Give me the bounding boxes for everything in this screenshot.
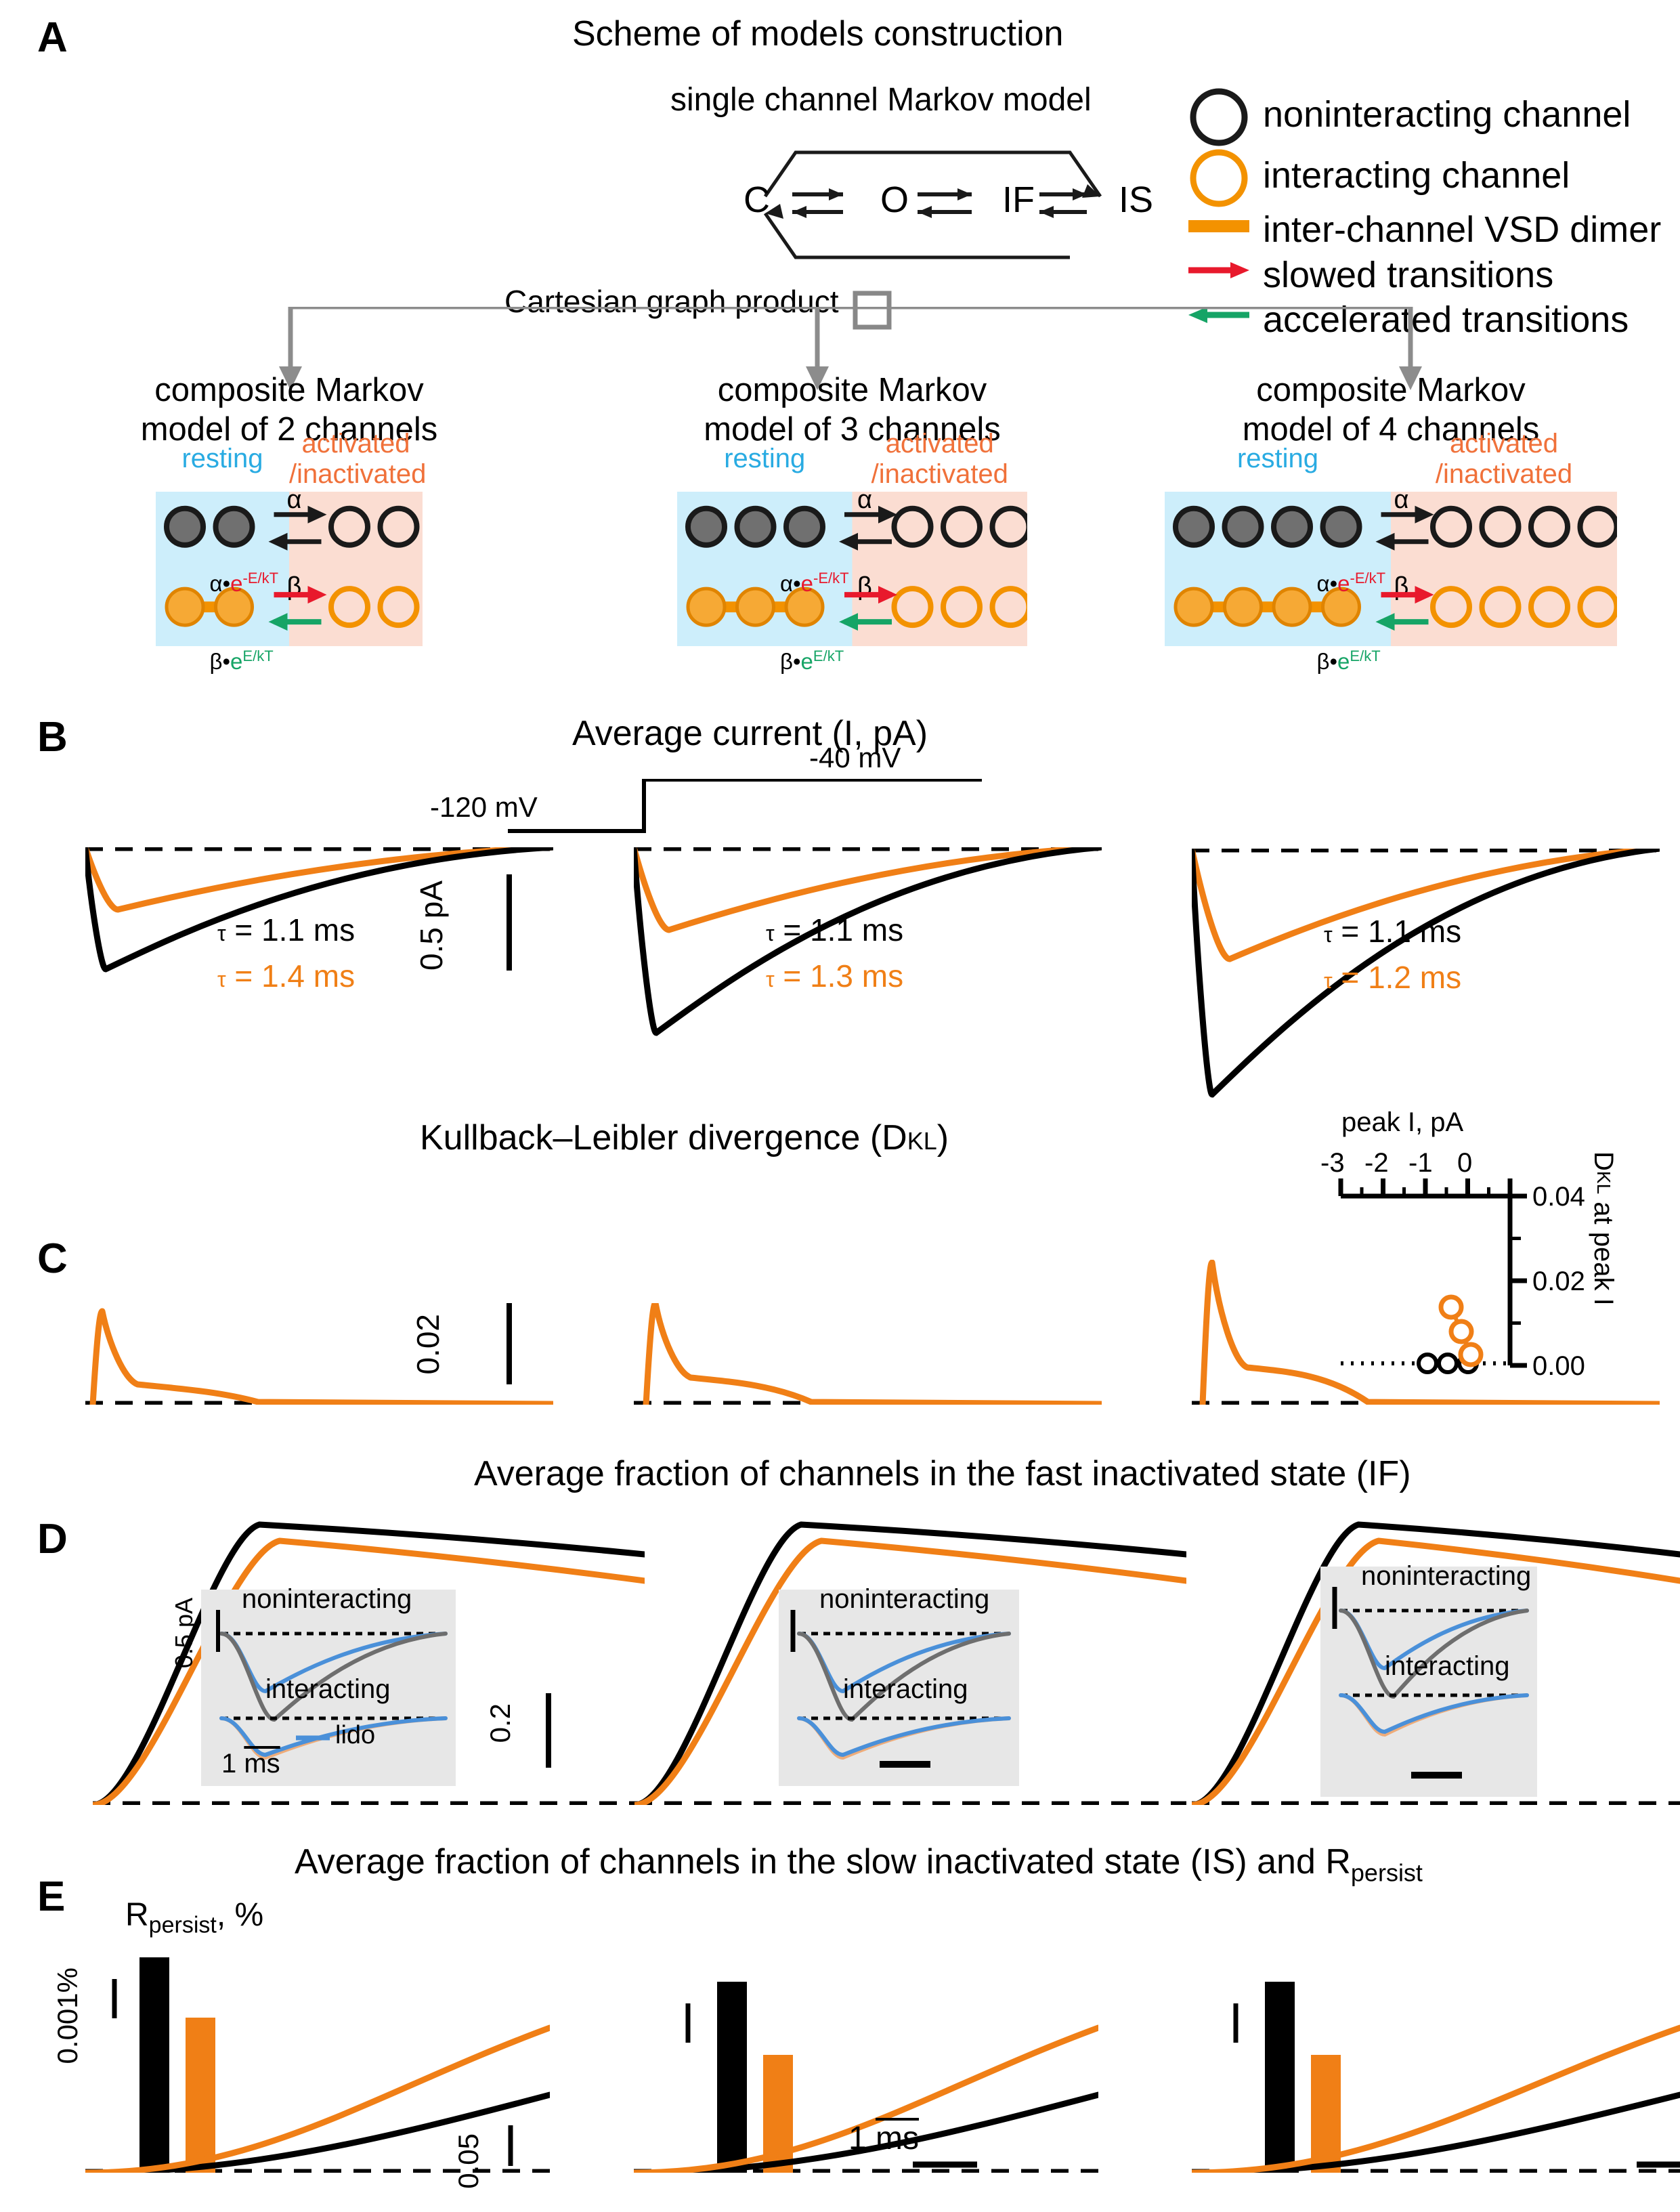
svg-text:-2: -2 xyxy=(1364,1151,1389,1178)
svg-text:C: C xyxy=(744,179,770,220)
svg-text:α: α xyxy=(857,492,872,514)
svg-text:0: 0 xyxy=(1457,1151,1472,1178)
svg-text:O: O xyxy=(880,179,909,220)
svg-text:IS: IS xyxy=(1119,179,1153,220)
svg-text:0.00: 0.00 xyxy=(1532,1351,1585,1381)
svg-text:α: α xyxy=(287,492,302,514)
svg-text:-3: -3 xyxy=(1320,1151,1345,1178)
svg-text:IF: IF xyxy=(1002,179,1035,220)
svg-text:α: α xyxy=(1394,492,1409,514)
svg-text:0.02: 0.02 xyxy=(1532,1267,1585,1296)
svg-text:0.04: 0.04 xyxy=(1532,1182,1585,1212)
svg-text:-1: -1 xyxy=(1408,1151,1433,1178)
